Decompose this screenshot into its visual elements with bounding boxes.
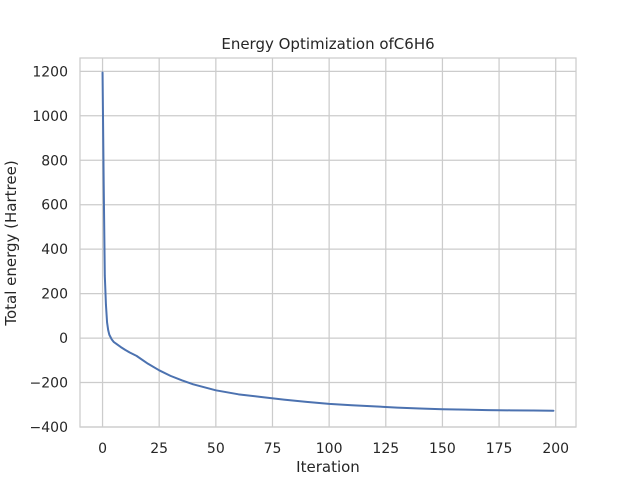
x-tick-label: 25 [150,441,168,457]
x-tick-label: 75 [264,441,282,457]
chart-title: Energy Optimization ofC6H6 [221,35,434,53]
y-tick-label: 400 [41,242,68,258]
y-tick-label: 0 [59,331,68,347]
y-tick-label: −200 [30,376,68,392]
x-tick-label: 200 [542,441,569,457]
plot-frame [79,57,577,428]
x-tick-label: 125 [372,441,399,457]
x-tick-label: 50 [207,441,225,457]
y-tick-label: −400 [30,420,68,436]
series-line [101,71,555,412]
x-tick-label: 175 [486,441,513,457]
y-tick-label: 1200 [32,64,68,80]
x-tick-labels: 0 25 50 75 100 125 150 175 200 [98,441,569,457]
y-tick-label: 800 [41,153,68,169]
grid [80,58,576,428]
x-tick-label: 100 [316,441,343,457]
y-tick-labels: −400 −200 0 200 400 600 800 1000 1200 [30,64,68,436]
y-tick-label: 200 [41,287,68,303]
y-axis-label: Total energy (Hartree) [2,160,20,326]
y-tick-label: 1000 [32,109,68,125]
x-axis-label: Iteration [296,458,360,476]
y-tick-label: 600 [41,198,68,214]
x-tick-label: 150 [429,441,456,457]
x-tick-label: 0 [98,441,107,457]
